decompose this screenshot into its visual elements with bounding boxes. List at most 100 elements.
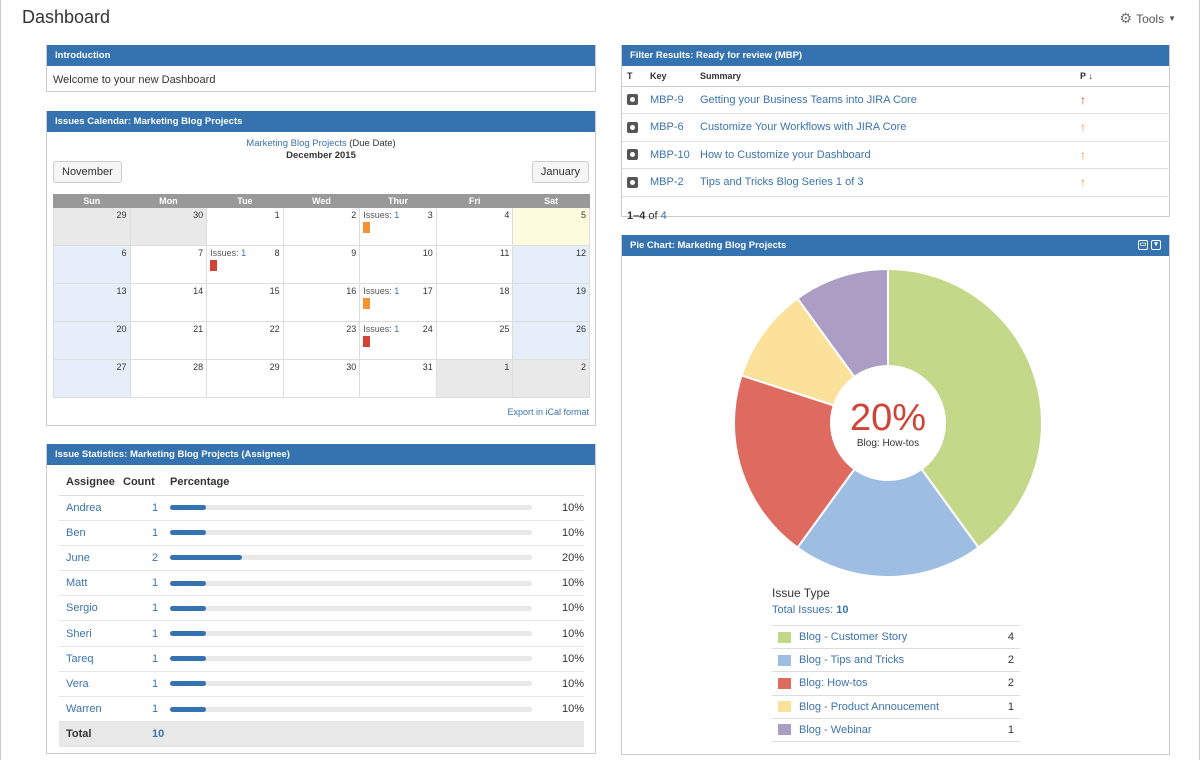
legend-label[interactable]: Blog - Webinar (799, 723, 872, 736)
issues-count[interactable]: 1 (241, 248, 247, 258)
issue-marker[interactable] (210, 260, 218, 271)
calendar-day[interactable]: 12 (512, 245, 590, 284)
chevron-down-icon[interactable]: ▾ (1151, 240, 1161, 250)
issues-count[interactable]: 1 (394, 210, 400, 220)
assignee-link[interactable]: Ben (66, 526, 86, 539)
issue-key-link[interactable]: MBP-6 (650, 121, 684, 134)
day-issues[interactable]: Issues: 1 (363, 210, 399, 220)
calendar-day[interactable]: 11 (435, 245, 514, 284)
tools-menu[interactable]: ⚙ Tools ▼ (1120, 10, 1177, 27)
assignee-link[interactable]: Tareq (66, 652, 94, 665)
calendar-day[interactable]: 9 (282, 245, 361, 284)
pie-slice[interactable] (887, 267, 1043, 549)
calendar-day[interactable]: 2 (512, 359, 590, 398)
assignee-cell: Vera (59, 671, 123, 698)
count-link[interactable]: 1 (152, 602, 159, 615)
calendar-day[interactable]: 30 (282, 359, 361, 398)
calendar-day[interactable]: 16 (282, 283, 361, 322)
export-ical-link[interactable]: Export in iCal format (507, 407, 589, 417)
legend-label[interactable]: Blog - Product Annoucement (799, 700, 940, 713)
issue-key-link[interactable]: MBP-10 (650, 148, 690, 161)
issues-count[interactable]: 1 (394, 286, 400, 296)
col-type[interactable]: T (622, 66, 645, 87)
issue-marker[interactable] (363, 336, 371, 347)
calendar-day[interactable]: 31 (359, 359, 437, 398)
calendar-day[interactable]: 1 (206, 207, 284, 246)
calendar-day[interactable]: 4 (435, 207, 514, 246)
issue-summary-link[interactable]: Customize Your Workflows with JIRA Core (700, 121, 907, 134)
calendar-day[interactable]: 20 (53, 321, 131, 360)
calendar-day[interactable]: 30 (129, 207, 208, 246)
calendar-day[interactable]: 24 Issues: 1 (359, 321, 437, 360)
filter-count-total[interactable]: 4 (660, 210, 667, 222)
calendar-day[interactable]: 29 (206, 359, 284, 398)
assignee-link[interactable]: June (66, 551, 90, 564)
calendar-day[interactable]: 5 (512, 207, 590, 246)
day-number: 20 (116, 324, 127, 334)
col-summary[interactable]: Summary (695, 66, 1075, 87)
total-count[interactable]: 10 (152, 728, 165, 741)
count-link[interactable]: 1 (152, 627, 159, 640)
issue-summary-link[interactable]: How to Customize your Dashboard (700, 148, 871, 161)
calendar-day[interactable]: 7 (129, 245, 208, 284)
pie-center-label: Blog: How-tos (857, 438, 919, 449)
priority-cell: ↑ (1075, 141, 1170, 169)
calendar-day[interactable]: 8 Issues: 1 (206, 245, 284, 284)
calendar-day[interactable]: 27 (53, 359, 131, 398)
count-link[interactable]: 1 (152, 652, 159, 665)
issue-marker[interactable] (363, 298, 371, 309)
count-link[interactable]: 2 (152, 551, 159, 564)
issue-key-link[interactable]: MBP-2 (650, 176, 684, 189)
day-issues[interactable]: Issues: 1 (363, 286, 399, 296)
calendar-day[interactable]: 26 (512, 321, 590, 360)
calendar-day[interactable]: 21 (129, 321, 208, 360)
calendar-day[interactable]: 1 (435, 359, 514, 398)
assignee-link[interactable]: Sheri (66, 627, 92, 640)
calendar-day[interactable]: 17 Issues: 1 (359, 283, 437, 322)
issue-key-link[interactable]: MBP-9 (650, 93, 684, 106)
day-issues[interactable]: Issues: 1 (210, 248, 246, 258)
calendar-day[interactable]: 19 (512, 283, 590, 322)
calendar-day[interactable]: 28 (129, 359, 208, 398)
calendar-day[interactable]: 14 (129, 283, 208, 322)
calendar-day[interactable]: 22 (206, 321, 284, 360)
count-link[interactable]: 1 (152, 501, 159, 514)
count-link[interactable]: 1 (152, 703, 159, 716)
assignee-link[interactable]: Vera (66, 677, 89, 690)
calendar-day[interactable]: 10 (359, 245, 437, 284)
calendar-project-link[interactable]: Marketing Blog Projects (246, 138, 347, 149)
calendar-day[interactable]: 25 (435, 321, 514, 360)
next-month-button[interactable]: January (531, 161, 589, 183)
summary-cell: How to Customize your Dashboard (695, 141, 1075, 169)
col-key[interactable]: Key (645, 66, 695, 87)
assignee-link[interactable]: Warren (66, 703, 102, 716)
percentage-value: 20% (548, 545, 584, 572)
assignee-link[interactable]: Sergio (66, 602, 98, 615)
calendar-day[interactable]: 3 Issues: 1 (359, 207, 437, 246)
calendar-day[interactable]: 2 (282, 207, 361, 246)
calendar-day[interactable]: 18 (435, 283, 514, 322)
prev-month-button[interactable]: November (53, 161, 122, 183)
pie-slice[interactable] (796, 421, 980, 578)
count-link[interactable]: 1 (152, 526, 159, 539)
count-link[interactable]: 1 (152, 677, 159, 690)
count-link[interactable]: 1 (152, 577, 159, 590)
issue-marker[interactable] (363, 222, 371, 233)
minimize-icon[interactable]: ▭ (1138, 240, 1148, 250)
col-priority[interactable]: P ↓ (1075, 66, 1170, 87)
total-label: Total (59, 721, 123, 748)
calendar-day[interactable]: 13 (53, 283, 131, 322)
calendar-day[interactable]: 15 (206, 283, 284, 322)
calendar-day[interactable]: 23 (282, 321, 361, 360)
calendar-day[interactable]: 29 (53, 207, 131, 246)
issue-summary-link[interactable]: Tips and Tricks Blog Series 1 of 3 (700, 176, 864, 189)
legend-label[interactable]: Blog - Customer Story (799, 631, 908, 644)
legend-label[interactable]: Blog: How-tos (799, 677, 868, 690)
legend-label[interactable]: Blog - Tips and Tricks (799, 654, 905, 667)
calendar-day[interactable]: 6 (53, 245, 131, 284)
assignee-link[interactable]: Andrea (66, 501, 102, 514)
issues-count[interactable]: 1 (394, 324, 400, 334)
issue-summary-link[interactable]: Getting your Business Teams into JIRA Co… (700, 93, 917, 106)
day-issues[interactable]: Issues: 1 (363, 324, 399, 334)
assignee-link[interactable]: Matt (66, 577, 88, 590)
